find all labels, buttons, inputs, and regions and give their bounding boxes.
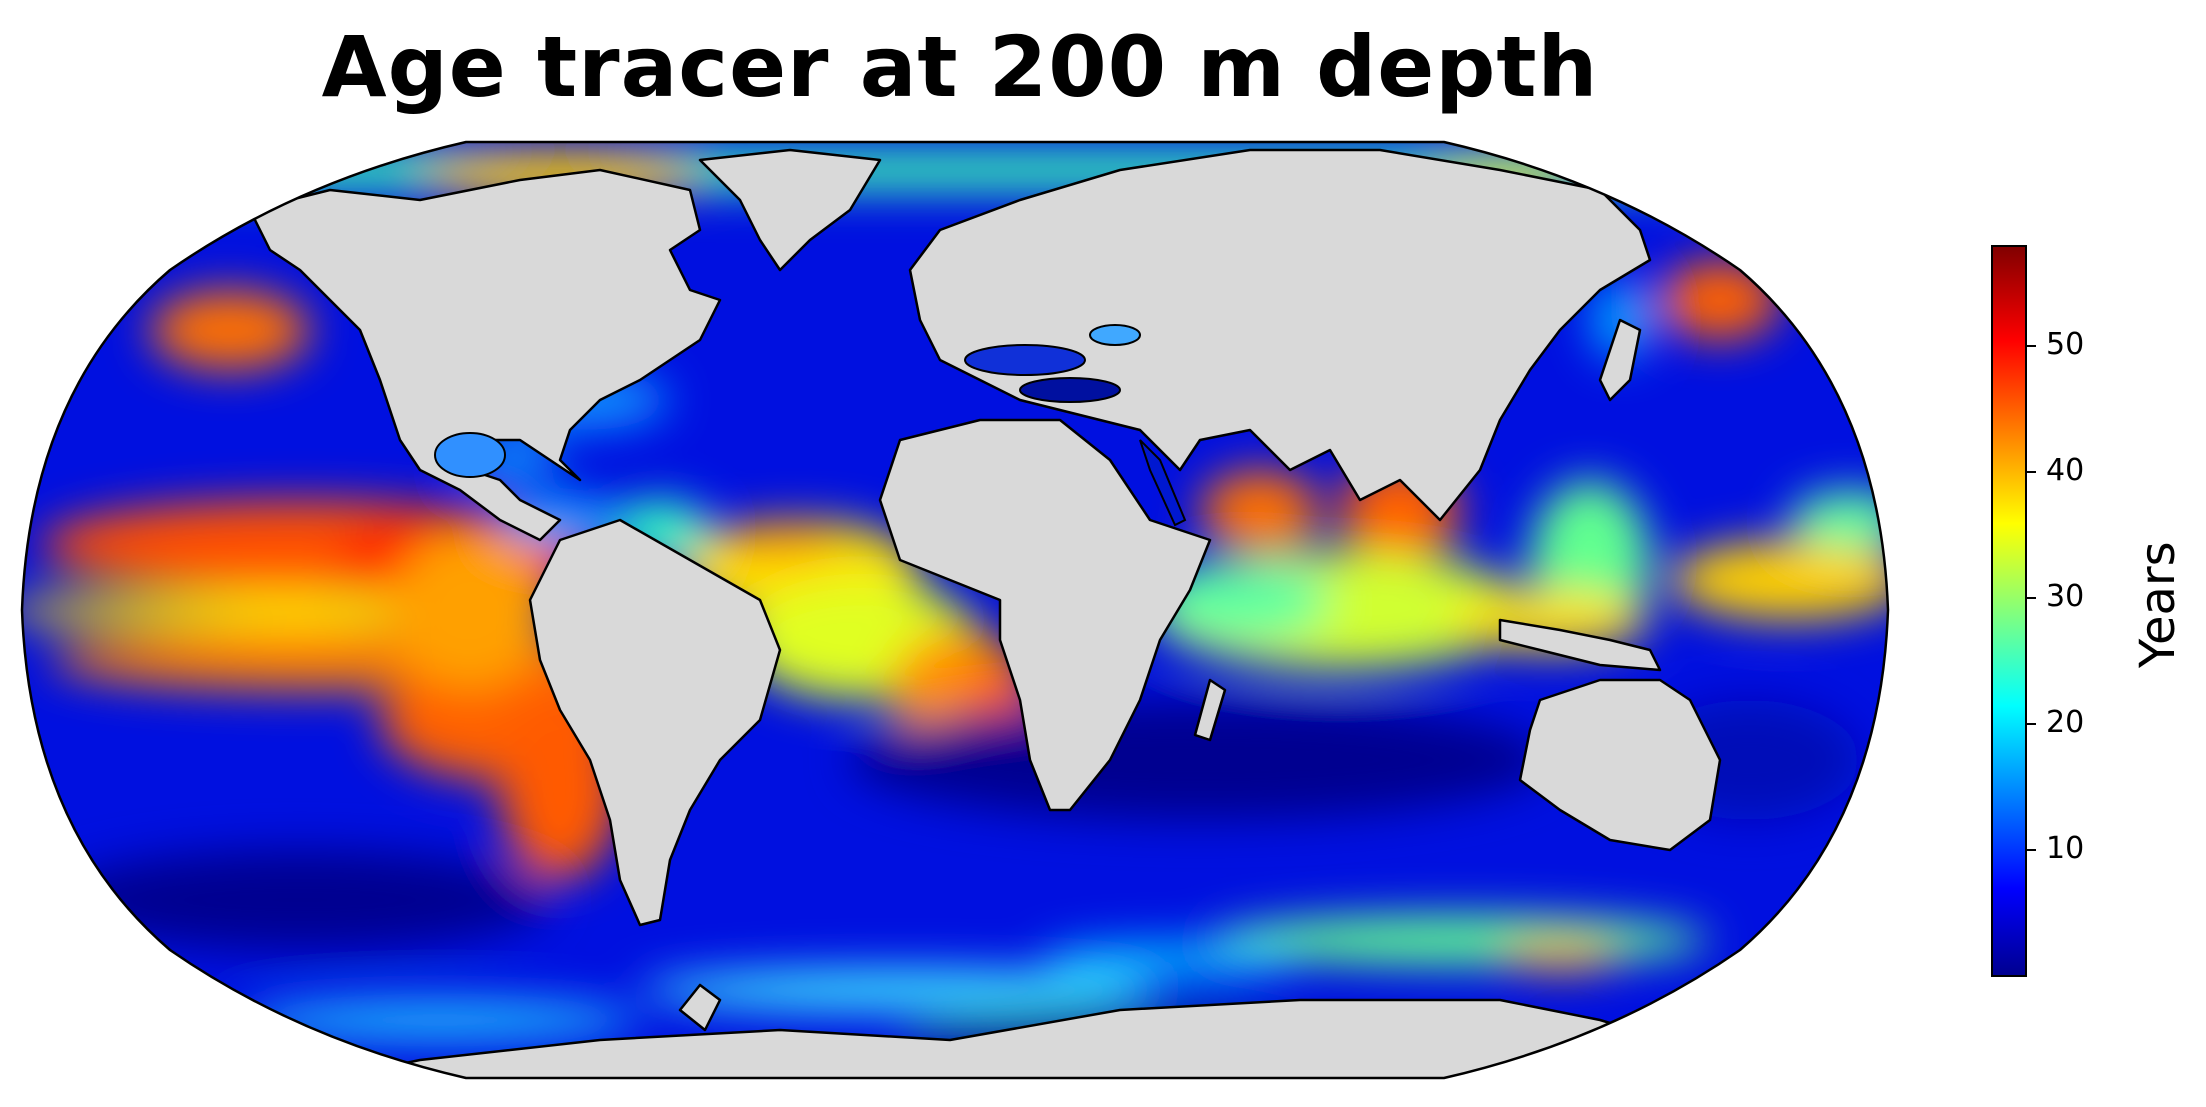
madagascar-landmass [1193,678,1227,742]
australia-landmass [1518,678,1722,852]
colorbar-tick-20: 20 [2046,705,2085,740]
eurasia-landmass [908,148,1652,522]
antarctica-landmass [298,998,1802,1078]
map-title: Age tracer at 200 m depth [321,18,1599,116]
colorbar [1991,245,2027,977]
japan-landmass [1598,318,1642,402]
colorbar-tick-50: 50 [2046,327,2085,362]
colorbar-tick-40: 40 [2046,453,2085,488]
colorbar-tick-10: 10 [2046,831,2085,866]
greenland-landmass [698,148,882,272]
ocean-field [22,142,1888,1078]
africa-landmass [878,418,1212,812]
indonesia-landmass [1498,618,1662,672]
colorbar-ticks [2026,345,2036,851]
colorbar-tick-30: 30 [2046,579,2085,614]
antarctic-peninsula [678,983,722,1032]
south-america-landmass [528,518,782,927]
colorbar-title: Years [2130,541,2186,668]
north-america-landmass [248,168,722,542]
